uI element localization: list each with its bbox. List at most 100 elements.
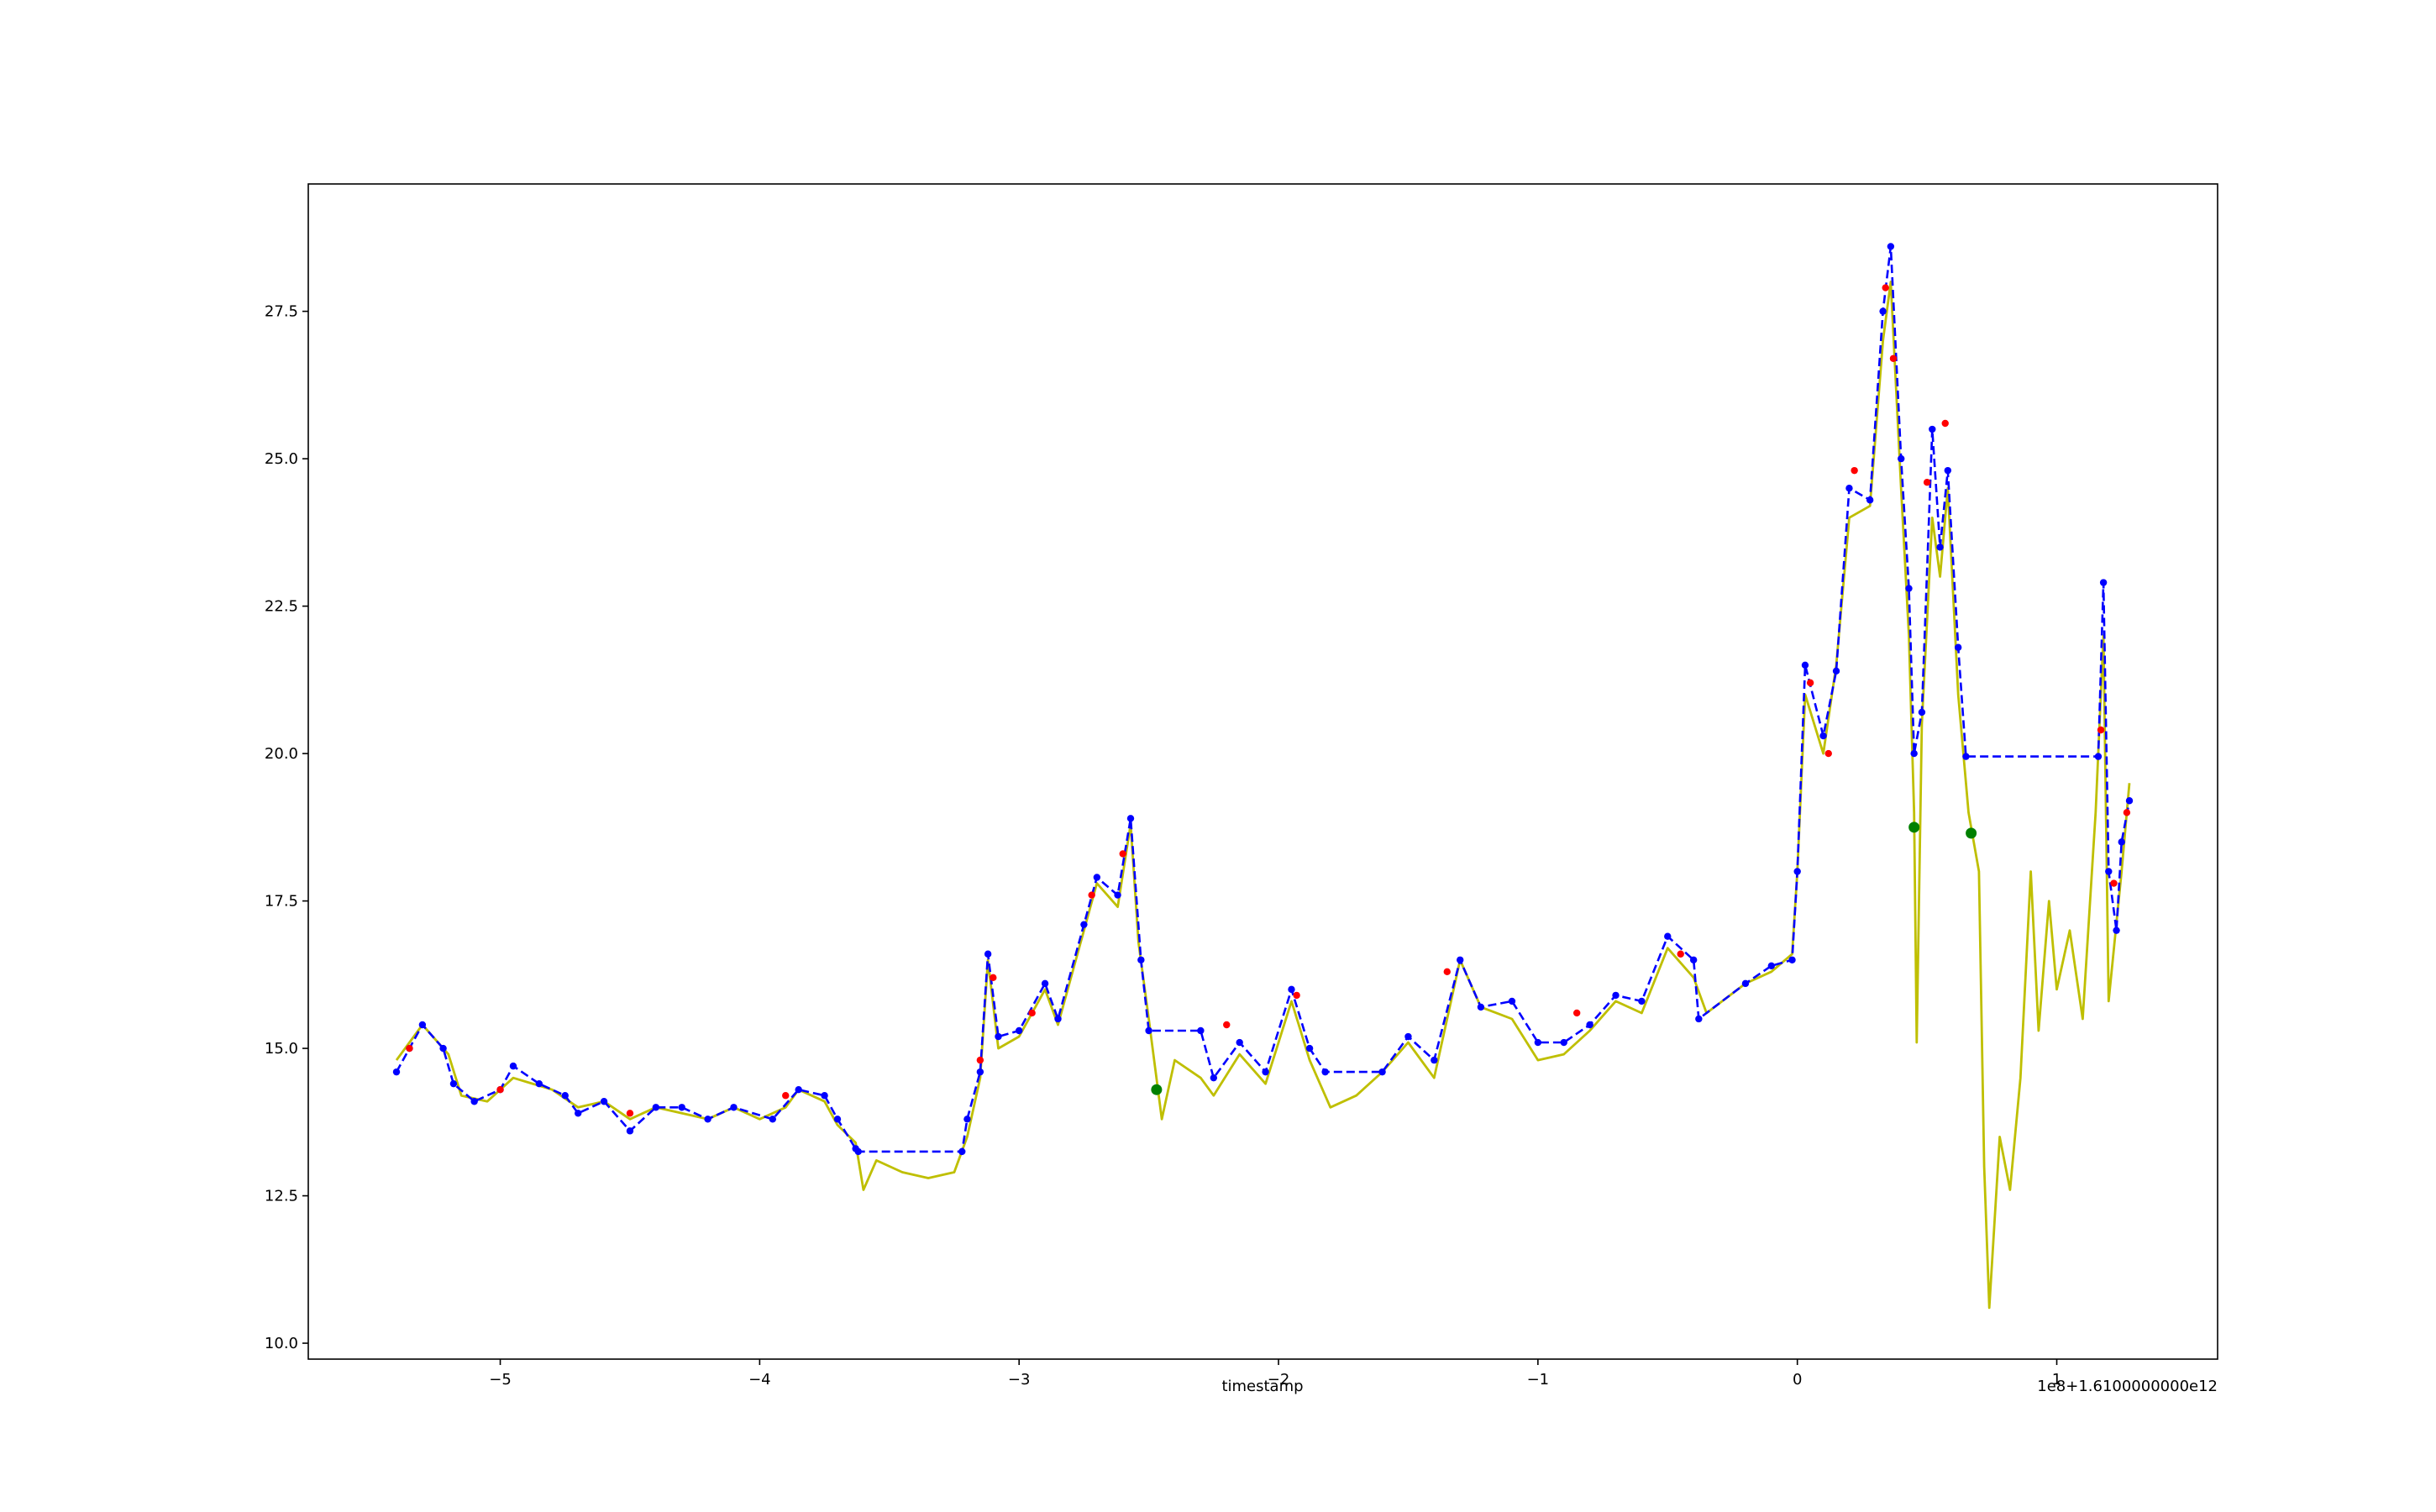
marker: [1137, 956, 1145, 963]
marker: [1054, 1015, 1062, 1023]
marker: [1898, 454, 1905, 463]
marker: [1508, 997, 1516, 1005]
marker: [1905, 585, 1913, 592]
marker: [1236, 1038, 1243, 1047]
marker: [626, 1110, 634, 1117]
marker: [854, 1147, 862, 1156]
marker: [1879, 307, 1887, 315]
marker: [1788, 956, 1796, 963]
marker: [1443, 968, 1451, 976]
y-tick-label: 17.5: [265, 893, 298, 911]
x-tick-label: −2: [1268, 1371, 1290, 1389]
marker: [1923, 478, 1931, 486]
marker: [1664, 932, 1672, 940]
marker: [1088, 891, 1095, 899]
marker: [678, 1104, 685, 1111]
marker: [1015, 1026, 1023, 1035]
marker: [509, 1062, 517, 1070]
marker: [1262, 1068, 1269, 1076]
marker: [1093, 874, 1101, 881]
marker: [626, 1127, 634, 1135]
marker: [1293, 991, 1300, 1000]
y-tick-label: 10.0: [265, 1335, 298, 1352]
y-tick-label: 12.5: [265, 1188, 298, 1205]
marker: [769, 1116, 777, 1123]
marker: [1431, 1056, 1438, 1064]
marker: [1866, 496, 1874, 504]
marker: [1689, 956, 1698, 963]
x-offset-label: 1e8+1.6100000000e12: [2037, 1378, 2218, 1395]
marker: [795, 1086, 802, 1094]
marker: [1210, 1074, 1218, 1082]
marker: [1677, 950, 1684, 958]
marker: [1028, 1009, 1036, 1017]
marker: [1119, 850, 1126, 858]
series-line: [395, 281, 2131, 1310]
marker: [1612, 991, 1620, 1000]
marker: [496, 1086, 504, 1094]
marker: [2099, 579, 2108, 586]
marker: [2110, 879, 2118, 887]
x-tick-label: 1: [2052, 1371, 2061, 1389]
marker: [2123, 809, 2131, 816]
y-tick-label: 15.0: [265, 1040, 298, 1058]
marker: [1819, 732, 1827, 740]
marker: [1151, 1084, 1163, 1095]
marker: [652, 1104, 660, 1111]
marker: [976, 1056, 984, 1064]
marker: [1457, 956, 1464, 963]
marker: [439, 1044, 447, 1053]
marker: [392, 1068, 401, 1076]
marker: [1908, 822, 1920, 833]
x-tick-label: 0: [1793, 1371, 1802, 1389]
marker: [833, 1116, 842, 1123]
marker: [535, 1079, 543, 1088]
marker: [574, 1110, 582, 1117]
marker: [1882, 284, 1889, 291]
marker: [1741, 979, 1750, 988]
marker: [2094, 753, 2103, 760]
marker: [1321, 1068, 1329, 1076]
marker: [730, 1104, 738, 1111]
marker: [1145, 1026, 1152, 1035]
marker: [958, 1147, 966, 1156]
plot-frame: [307, 183, 2218, 1360]
marker: [1288, 985, 1295, 994]
marker: [1126, 815, 1135, 822]
marker: [406, 1044, 413, 1053]
marker: [1767, 962, 1776, 969]
y-tick-label: 25.0: [265, 450, 298, 468]
marker: [470, 1098, 478, 1105]
marker: [821, 1092, 828, 1100]
x-axis-label: timestamp: [1221, 1378, 1303, 1395]
x-tick-label: −5: [489, 1371, 512, 1389]
marker: [418, 1021, 427, 1029]
marker: [1936, 543, 1944, 551]
y-tick-label: 22.5: [265, 598, 298, 616]
marker: [1404, 1032, 1412, 1041]
x-tick-label: −3: [1008, 1371, 1031, 1389]
marker: [704, 1116, 711, 1123]
marker: [1929, 425, 1936, 433]
marker: [1197, 1026, 1205, 1035]
marker: [1806, 679, 1814, 687]
marker: [1305, 1044, 1314, 1053]
marker: [1889, 354, 1898, 362]
marker: [600, 1098, 608, 1105]
marker: [1918, 708, 1926, 717]
marker: [963, 1116, 971, 1123]
marker: [1941, 419, 1949, 428]
marker: [1080, 921, 1088, 928]
marker: [1962, 753, 1970, 760]
marker: [1560, 1038, 1567, 1047]
marker: [1801, 661, 1809, 669]
marker: [1845, 485, 1853, 492]
marker: [1114, 891, 1121, 899]
marker: [995, 1032, 1002, 1041]
marker: [1572, 1009, 1581, 1017]
marker: [1954, 643, 1962, 651]
series-line: [395, 245, 2131, 1153]
marker: [1477, 1003, 1485, 1011]
